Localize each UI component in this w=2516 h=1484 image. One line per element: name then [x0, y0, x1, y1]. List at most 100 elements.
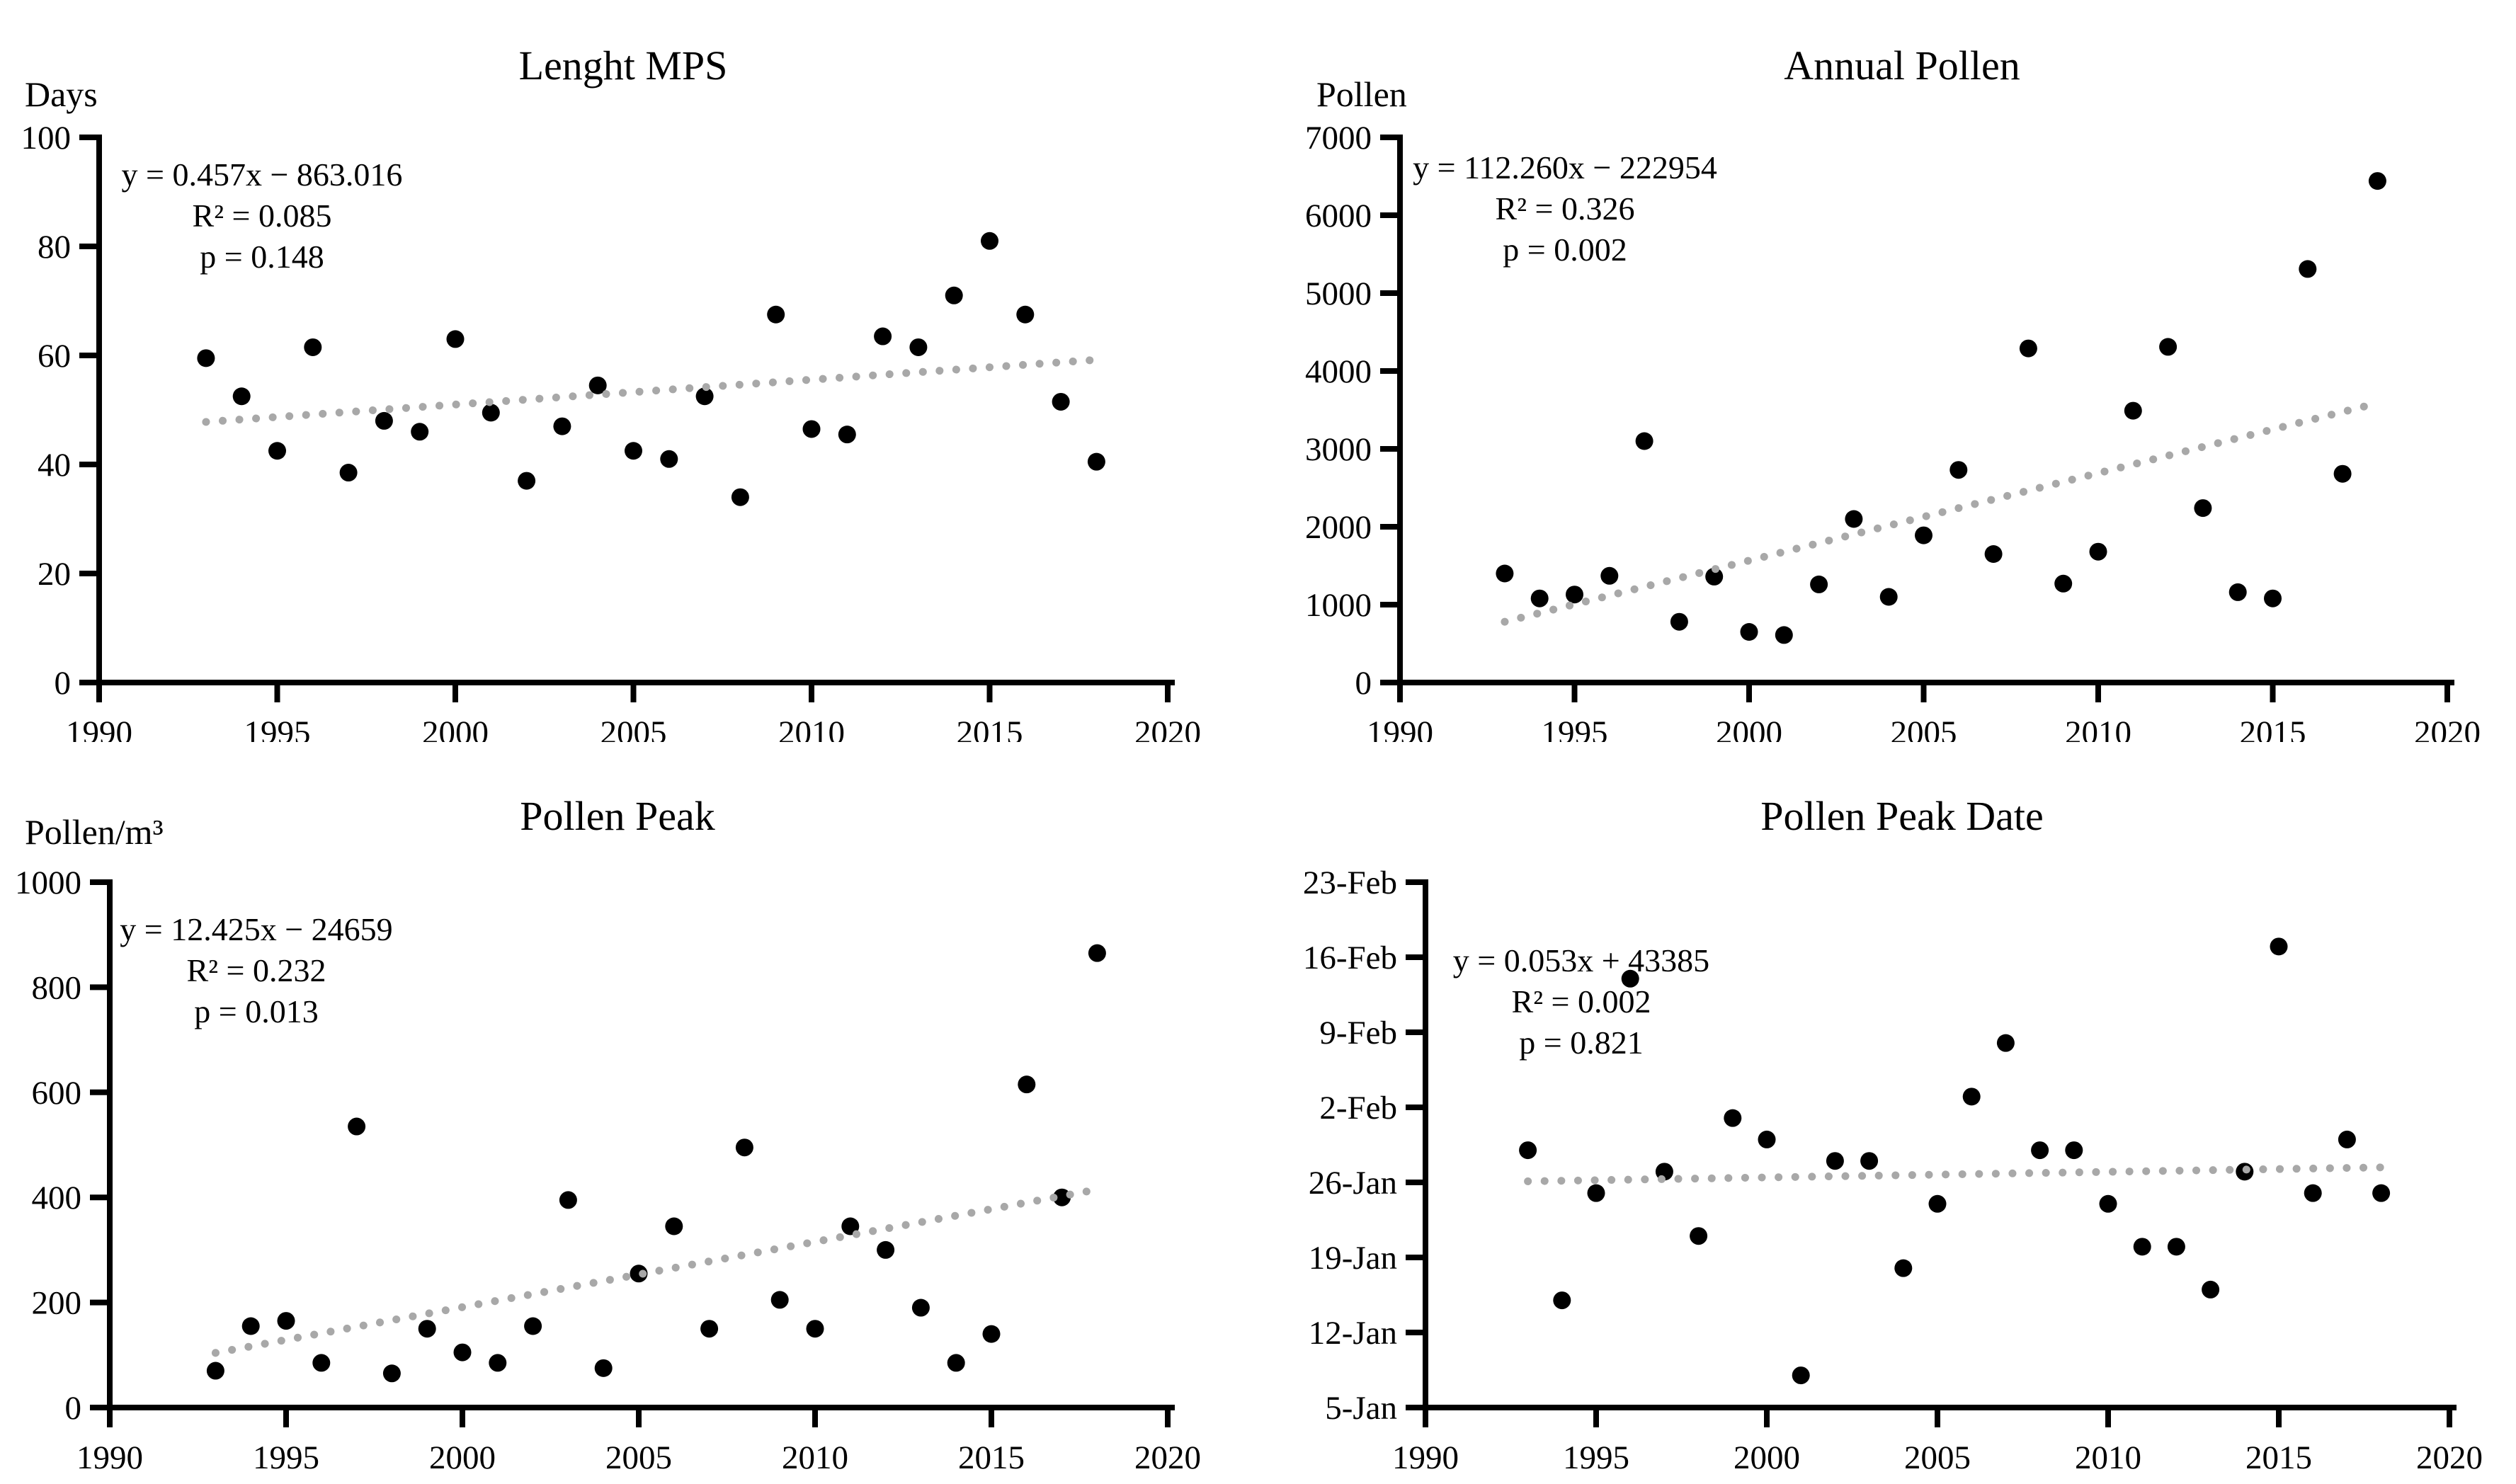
r-squared-label: R² = 0.002: [1512, 983, 1651, 1020]
data-point: [700, 1320, 719, 1338]
data-point: [770, 1291, 789, 1309]
y-axis-tick-label: 800: [32, 969, 82, 1006]
p-value-label: p = 0.013: [194, 993, 318, 1029]
x-axis-tick-label: 2015: [2245, 1439, 2312, 1476]
regression-equation-label: y = 0.053x + 43385: [1453, 942, 1709, 978]
x-axis-tick-label: 2020: [1134, 1439, 1201, 1476]
data-point: [2065, 1141, 2083, 1160]
data-point: [2159, 338, 2178, 356]
x-axis-tick-label: 2010: [2075, 1439, 2141, 1476]
data-point: [1670, 612, 1688, 631]
data-point: [2167, 1238, 2185, 1256]
data-point: [1621, 969, 1639, 988]
x-axis-tick-label: 1995: [253, 1439, 319, 1476]
chart-title: Pollen Peak: [520, 793, 715, 839]
y-axis-unit-label: Pollen/m³: [25, 812, 164, 852]
data-point: [1553, 1291, 1571, 1310]
x-axis-tick-label: 2015: [958, 1439, 1025, 1476]
y-axis-tick-label: 60: [38, 338, 71, 375]
data-point: [2304, 1184, 2322, 1202]
y-axis-tick-label: 6000: [1305, 198, 1372, 234]
data-point: [482, 404, 500, 422]
data-point: [874, 327, 892, 346]
data-point: [1810, 575, 1828, 593]
y-axis-tick-label: 9-Feb: [1319, 1015, 1397, 1051]
data-point: [625, 442, 642, 460]
x-axis-tick-label: 1990: [76, 1439, 143, 1476]
data-point: [1635, 432, 1653, 450]
x-axis-tick-label: 2010: [2065, 714, 2131, 742]
x-axis-tick-label: 2015: [2240, 714, 2306, 742]
data-point: [806, 1320, 824, 1338]
data-point: [312, 1354, 331, 1372]
data-point: [2019, 339, 2037, 358]
x-axis-tick-label: 2000: [429, 1439, 496, 1476]
panel-pollen-peak: Pollen Peak Pollen/m³ 0 200 400 600 800 1000 199…: [0, 742, 1258, 1484]
panel-length-mps: Lenght MPS Days 0 20 40 60 80 100 1990 1995 2000 20…: [0, 0, 1258, 742]
data-point: [2228, 583, 2247, 601]
data-point: [1705, 567, 1724, 586]
y-axis-tick-label: 12-Jan: [1309, 1315, 1397, 1352]
data-point: [453, 1343, 472, 1362]
y-axis-tick-label: 23-Feb: [1303, 864, 1397, 901]
x-axis-tick-label: 2020: [2416, 1439, 2483, 1476]
data-point: [241, 1317, 260, 1335]
y-axis-tick-label: 200: [32, 1285, 82, 1322]
y-axis-tick-label: 0: [1355, 665, 1372, 702]
x-axis-tick-label: 1995: [1563, 1439, 1629, 1476]
data-point: [588, 376, 607, 394]
trend-line: [202, 355, 1100, 426]
p-value-label: p = 0.148: [200, 239, 324, 275]
data-point: [665, 1217, 683, 1235]
data-point: [2372, 1184, 2391, 1202]
data-point: [446, 330, 465, 348]
x-axis-tick-label: 2000: [422, 714, 489, 742]
data-point: [1600, 566, 1619, 585]
x-axis-tick-label: 1995: [1542, 714, 1608, 742]
data-point: [2333, 464, 2352, 483]
data-point: [695, 387, 714, 406]
data-point: [1949, 461, 1968, 479]
data-point: [1928, 1194, 1947, 1213]
x-axis-tick-label: 2005: [605, 1439, 672, 1476]
data-point: [731, 488, 749, 506]
x-axis-tick-label: 1990: [1392, 1439, 1459, 1476]
data-point: [947, 1354, 965, 1372]
data-point: [1915, 526, 1932, 544]
y-axis-tick-label: 26-Jan: [1309, 1165, 1397, 1202]
data-point: [232, 387, 251, 406]
data-point: [1053, 1188, 1071, 1206]
x-axis-tick-label: 2000: [1716, 714, 1782, 742]
data-point: [2054, 574, 2073, 593]
trend-line: [1501, 399, 2381, 626]
y-axis-tick-label: 4000: [1305, 353, 1372, 390]
data-point: [2124, 401, 2142, 420]
y-axis-unit-label: Days: [25, 74, 98, 114]
data-point: [735, 1138, 753, 1157]
y-axis-tick-label: 7000: [1305, 120, 1372, 156]
data-point: [877, 1240, 895, 1259]
data-point: [2133, 1238, 2151, 1256]
x-axis-tick-label: 2020: [2414, 714, 2481, 742]
trend-line: [211, 1185, 1101, 1357]
data-point: [518, 472, 536, 490]
data-point: [1740, 623, 1758, 641]
data-point: [1724, 1109, 1742, 1127]
data-point: [660, 450, 678, 468]
data-point: [2299, 260, 2317, 278]
data-point: [945, 286, 963, 304]
data-point: [1845, 510, 1863, 528]
data-point: [1530, 589, 1549, 607]
data-point: [559, 1191, 577, 1209]
y-axis-tick-label: 40: [38, 447, 71, 484]
data-point: [2270, 937, 2288, 956]
y-axis-tick-label: 600: [32, 1075, 82, 1112]
x-axis-tick-label: 2005: [1891, 714, 1957, 742]
scatter-plot-pollen-peak-date: Pollen Peak Date 5-Jan 12-Jan 19-Jan 26-Jan 2…: [1303, 793, 2483, 1476]
data-point: [1088, 944, 1106, 962]
data-point: [1690, 1227, 1708, 1245]
data-point: [375, 411, 393, 430]
y-axis-tick-label: 5-Jan: [1325, 1390, 1397, 1427]
x-axis-tick-label: 2005: [1904, 1439, 1971, 1476]
